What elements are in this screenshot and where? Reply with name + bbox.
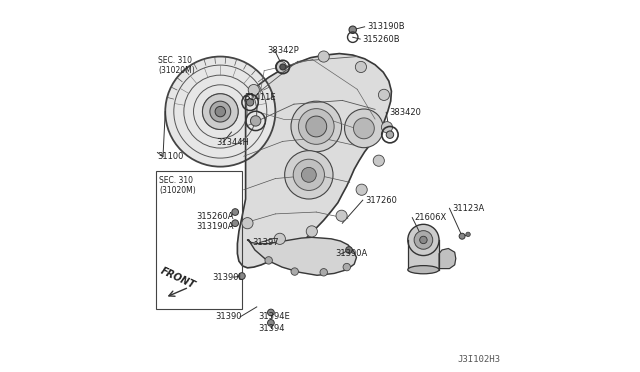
- Circle shape: [285, 151, 333, 199]
- Circle shape: [320, 269, 328, 276]
- Circle shape: [353, 118, 374, 139]
- Circle shape: [232, 209, 239, 215]
- Circle shape: [381, 122, 392, 133]
- Circle shape: [268, 309, 275, 316]
- Circle shape: [349, 26, 356, 33]
- Text: 31394: 31394: [259, 324, 285, 333]
- Text: 31390: 31390: [215, 312, 241, 321]
- Circle shape: [378, 89, 390, 100]
- Circle shape: [355, 61, 367, 73]
- Circle shape: [386, 131, 394, 138]
- Circle shape: [202, 94, 238, 129]
- Text: 31344H: 31344H: [216, 138, 249, 147]
- Circle shape: [356, 184, 367, 195]
- Text: 31390A: 31390A: [335, 249, 367, 258]
- Circle shape: [210, 101, 231, 122]
- Text: 315260A: 315260A: [196, 212, 234, 221]
- Circle shape: [268, 320, 275, 326]
- Text: 31100: 31100: [157, 152, 184, 161]
- Polygon shape: [248, 237, 356, 275]
- Text: 31411E: 31411E: [244, 93, 276, 102]
- Polygon shape: [439, 248, 456, 269]
- Text: 313190B: 313190B: [367, 22, 405, 31]
- Text: 31390L: 31390L: [212, 273, 243, 282]
- Circle shape: [306, 116, 326, 137]
- Circle shape: [293, 159, 324, 190]
- Text: J3I102H3: J3I102H3: [458, 355, 500, 364]
- Circle shape: [301, 167, 316, 182]
- Circle shape: [318, 51, 330, 62]
- Text: 21606X: 21606X: [415, 213, 447, 222]
- Text: 383420: 383420: [389, 108, 420, 117]
- Text: 313190A: 313190A: [196, 222, 234, 231]
- Circle shape: [459, 233, 465, 239]
- Circle shape: [346, 247, 353, 253]
- Circle shape: [239, 273, 245, 279]
- Circle shape: [344, 109, 383, 148]
- Text: FRONT: FRONT: [159, 266, 197, 291]
- Text: SEC. 310
(31020M): SEC. 310 (31020M): [158, 56, 195, 75]
- Text: 31394E: 31394E: [259, 312, 291, 321]
- Circle shape: [414, 231, 433, 249]
- Circle shape: [408, 224, 439, 256]
- Circle shape: [165, 57, 275, 167]
- Circle shape: [466, 232, 470, 237]
- Text: 315260B: 315260B: [363, 35, 401, 44]
- Circle shape: [265, 257, 273, 264]
- Circle shape: [336, 210, 347, 221]
- Circle shape: [343, 263, 351, 271]
- Circle shape: [291, 268, 298, 275]
- Bar: [156, 171, 242, 309]
- Circle shape: [420, 236, 427, 244]
- Circle shape: [246, 99, 254, 106]
- Circle shape: [275, 233, 285, 244]
- Text: 31397: 31397: [252, 238, 279, 247]
- Polygon shape: [237, 54, 392, 268]
- Ellipse shape: [408, 266, 439, 274]
- Circle shape: [215, 106, 225, 117]
- Bar: [408, 240, 439, 270]
- Circle shape: [248, 84, 259, 96]
- Circle shape: [232, 220, 239, 227]
- Text: SEC. 310
(31020M): SEC. 310 (31020M): [159, 176, 196, 195]
- Circle shape: [291, 101, 342, 152]
- Circle shape: [242, 218, 253, 229]
- Text: 31123A: 31123A: [452, 204, 484, 213]
- Circle shape: [373, 155, 385, 166]
- Circle shape: [298, 109, 334, 144]
- Text: 317260: 317260: [365, 196, 397, 205]
- Circle shape: [250, 116, 261, 126]
- Circle shape: [275, 61, 287, 73]
- Circle shape: [280, 64, 286, 70]
- Text: 38342P: 38342P: [267, 46, 299, 55]
- Circle shape: [306, 226, 317, 237]
